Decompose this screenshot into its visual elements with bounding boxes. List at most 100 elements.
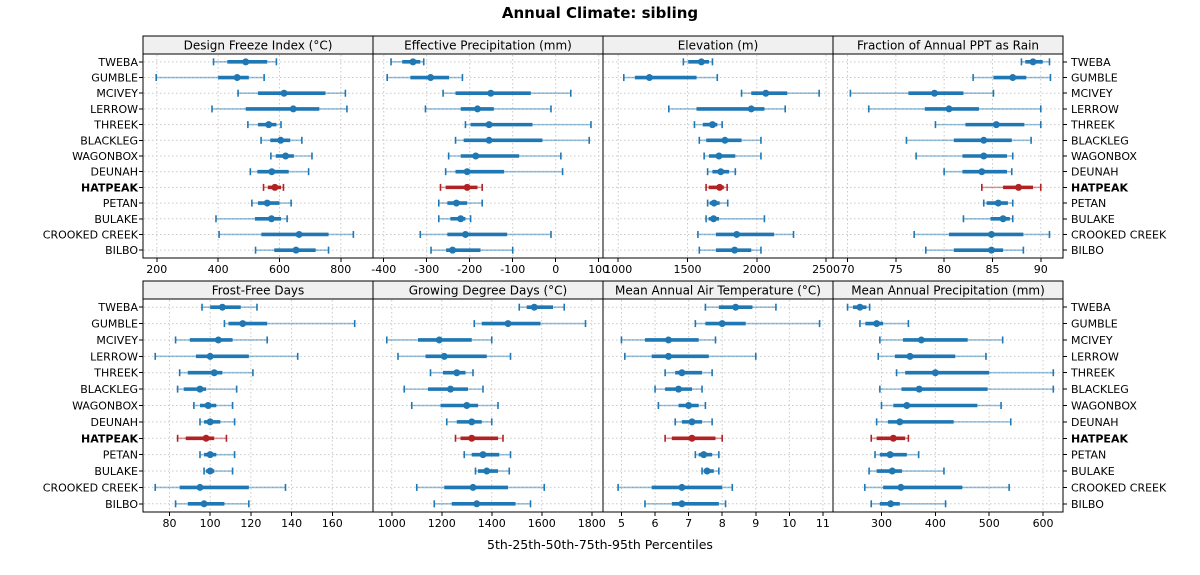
median-dot	[931, 369, 939, 377]
panel-strip-title: Design Freeze Index (°C)	[184, 39, 333, 53]
x-axis-tick-label: 600	[269, 263, 290, 276]
percentile-marker-bilbo	[698, 246, 762, 254]
panel-frost-free-days: Frost-Free Days 80 100 120 140 160	[142, 280, 374, 530]
percentile-marker-gumble	[223, 320, 356, 328]
percentile-marker-threek	[664, 369, 713, 377]
median-dot	[688, 418, 696, 426]
percentile-marker-threek	[429, 369, 474, 377]
median-dot	[888, 467, 896, 475]
x-axis-tick-label: 1800	[578, 517, 606, 530]
median-dot	[721, 136, 729, 144]
panel-mean-annual-precipitation-mm-: Mean Annual Precipitation (mm) 300 400 500 6…	[832, 280, 1064, 530]
median-dot	[980, 152, 988, 160]
percentile-marker-crooked-creek	[415, 483, 546, 491]
percentile-marker-bulake	[474, 467, 511, 475]
median-dot	[930, 89, 938, 97]
site-label-right-blackleg: BLACKLEG	[1071, 134, 1129, 147]
percentile-marker-hatpeak	[981, 183, 1042, 191]
median-dot	[263, 199, 271, 207]
percentile-marker-bilbo	[430, 246, 514, 254]
site-label-left-hatpeak: HATPEAK	[81, 181, 138, 194]
x-axis-tick-label: 500	[979, 517, 1000, 530]
median-dot	[196, 483, 204, 491]
percentile-marker-lerrow	[867, 105, 1042, 113]
median-dot	[762, 89, 770, 97]
percentile-marker-bilbo	[924, 246, 1025, 254]
panel-strip-title: Effective Precipitation (mm)	[404, 39, 572, 53]
panel-strip-title: Elevation (m)	[678, 39, 759, 53]
median-dot	[530, 303, 538, 311]
median-dot	[485, 121, 493, 129]
percentile-marker-crooked-creek	[617, 483, 734, 491]
percentile-marker-mcivey	[849, 89, 995, 97]
percentile-marker-blackleg	[905, 136, 1032, 144]
x-axis-tick-label: 8	[719, 517, 726, 530]
panel-fraction-of-annual-ppt-as-rain: Fraction of Annual PPT as Rain 70 75 80 85 90	[832, 35, 1064, 276]
site-label-left-gumble: GUMBLE	[91, 72, 138, 85]
percentile-marker-mcivey	[442, 89, 572, 97]
panel-strip-title: Growing Degree Days (°C)	[409, 284, 568, 298]
percentile-marker-wagonbox	[270, 152, 313, 160]
x-axis-tick-label: 9	[752, 517, 759, 530]
site-label-left-blackleg: BLACKLEG	[80, 383, 138, 396]
percentile-marker-petan	[251, 199, 292, 207]
x-axis-tick-label: 600	[1033, 517, 1054, 530]
site-label-left-bulake: BULAKE	[94, 213, 138, 226]
site-label-left-wagonbox: WAGONBOX	[72, 150, 138, 163]
median-dot	[239, 320, 247, 328]
x-axis-tick-label: 200	[146, 263, 167, 276]
median-dot	[678, 483, 686, 491]
median-dot	[1029, 58, 1037, 66]
median-dot	[999, 215, 1007, 223]
site-label-left-hatpeak: HATPEAK	[81, 432, 138, 445]
percentile-marker-deunah	[674, 418, 713, 426]
percentile-marker-crooked-creek	[863, 483, 1010, 491]
percentile-marker-deunah	[199, 418, 236, 426]
panel-growing-degree-days-c-: Growing Degree Days (°C) 1000 1200 1400 1600…	[372, 280, 606, 530]
percentile-marker-lerrow	[668, 105, 786, 113]
percentile-marker-petan	[437, 199, 483, 207]
median-dot	[204, 402, 212, 409]
median-dot	[292, 246, 300, 254]
site-label-right-crooked-creek: CROOKED CREEK	[1071, 228, 1167, 241]
panel-strip-title: Mean Annual Precipitation (mm)	[851, 284, 1045, 298]
median-dot	[200, 500, 208, 508]
median-dot	[992, 121, 1000, 129]
percentile-marker-crooked-creek	[913, 230, 1051, 238]
median-dot	[483, 467, 491, 475]
percentile-marker-threek	[464, 121, 592, 129]
median-dot	[268, 168, 276, 176]
percentile-marker-lerrow	[424, 105, 552, 113]
x-axis-tick-label: 1400	[478, 517, 506, 530]
site-label-left-blackleg: BLACKLEG	[80, 134, 138, 147]
median-dot	[233, 74, 241, 82]
x-axis-tick-label: -400	[371, 263, 396, 276]
panel-border	[832, 298, 1064, 513]
percentile-marker-wagonbox	[703, 152, 762, 160]
percentile-marker-lerrow	[154, 352, 299, 360]
median-dot	[214, 336, 222, 344]
median-dot	[206, 451, 214, 459]
site-label-right-lerrow: LERROW	[1071, 103, 1119, 116]
percentile-marker-hatpeak	[176, 434, 228, 442]
median-dot	[206, 352, 214, 360]
median-dot	[473, 500, 481, 508]
percentile-marker-wagonbox	[880, 402, 1002, 409]
panel-border	[832, 53, 1064, 259]
panel-mean-annual-air-temperature-c-: Mean Annual Air Temperature (°C) 5 6 7 8 9 10 1…	[602, 280, 834, 530]
panel-strip-title: Mean Annual Air Temperature (°C)	[615, 284, 821, 298]
median-dot	[463, 183, 471, 191]
site-label-left-gumble: GUMBLE	[91, 318, 138, 331]
percentile-marker-wagonbox	[657, 402, 707, 409]
percentile-marker-petan	[874, 451, 920, 459]
percentile-marker-gumble	[622, 74, 719, 82]
median-dot	[277, 136, 285, 144]
median-dot	[700, 451, 708, 459]
percentile-marker-blackleg	[260, 136, 303, 144]
site-label-right-hatpeak: HATPEAK	[1071, 432, 1128, 445]
percentile-marker-lerrow	[624, 352, 757, 360]
median-dot	[716, 183, 724, 191]
median-dot	[710, 199, 718, 207]
